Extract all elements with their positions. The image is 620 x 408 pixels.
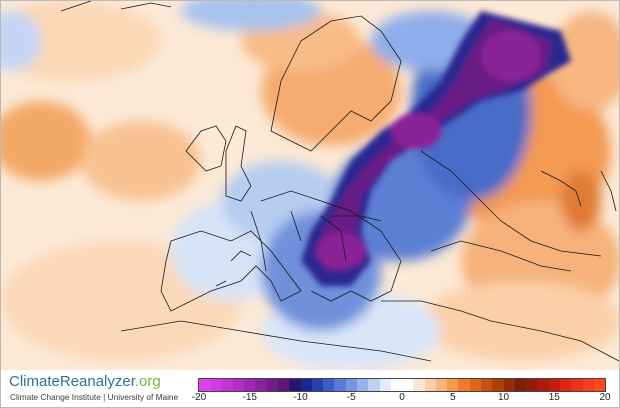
colorbar-tick-label: -20 bbox=[191, 392, 207, 403]
colorbar-tick-label: 0 bbox=[399, 392, 405, 403]
colorbar-swatch bbox=[582, 379, 594, 391]
colorbar bbox=[198, 378, 606, 392]
colorbar-swatch bbox=[424, 379, 436, 391]
colorbar-swatch bbox=[413, 379, 425, 391]
colorbar-swatch bbox=[368, 379, 380, 391]
colorbar-tick-label: 15 bbox=[548, 392, 560, 403]
colorbar-tick-label: -5 bbox=[346, 392, 356, 403]
logo-name: ClimateReanalyzer bbox=[9, 373, 135, 390]
colorbar-swatch bbox=[379, 379, 391, 391]
colorbar-swatch bbox=[458, 379, 470, 391]
logo-title: ClimateReanalyzer.org bbox=[9, 373, 161, 390]
colorbar-swatch bbox=[402, 379, 414, 391]
colorbar-swatch bbox=[526, 379, 538, 391]
colorbar-swatch bbox=[481, 379, 493, 391]
cold-core bbox=[301, 11, 571, 286]
logo-domain: .org bbox=[134, 373, 161, 390]
colorbar-swatch bbox=[210, 379, 222, 391]
logo-subtitle: Climate Change Institute | University of… bbox=[10, 392, 179, 402]
colorbar-tick-label: 5 bbox=[449, 392, 456, 403]
map-footer: ClimateReanalyzer.org Climate Change Ins… bbox=[1, 370, 619, 407]
colorbar-swatch bbox=[503, 379, 515, 391]
colorbar-swatch bbox=[255, 379, 267, 391]
colorbar-swatch bbox=[244, 379, 256, 391]
colorbar-tick-label: -15 bbox=[242, 392, 257, 403]
colorbar-swatch bbox=[232, 379, 245, 391]
colorbar-swatch bbox=[323, 379, 335, 391]
climate-reanalyzer-logo[interactable]: ClimateReanalyzer.org Climate Change Ins… bbox=[9, 373, 189, 405]
colorbar-swatch bbox=[311, 379, 324, 391]
coastlines bbox=[60, 1, 619, 362]
colorbar-tick-label: -10 bbox=[293, 392, 308, 403]
colorbar-swatch bbox=[345, 379, 357, 391]
colorbar-swatch bbox=[300, 379, 312, 391]
colorbar-swatch bbox=[266, 379, 278, 391]
colorbar-swatch bbox=[390, 379, 403, 391]
colorbar-swatch bbox=[537, 379, 549, 391]
colorbar-swatch bbox=[548, 379, 560, 391]
colorbar-swatch bbox=[492, 379, 504, 391]
colorbar-swatch bbox=[514, 379, 527, 391]
colorbar-swatch bbox=[334, 379, 346, 391]
colorbar-swatch bbox=[447, 379, 459, 391]
colorbar-tick-label: 10 bbox=[497, 392, 510, 403]
colorbar-swatch bbox=[356, 379, 369, 391]
colorbar-swatch bbox=[277, 379, 290, 391]
colorbar-tick-label: 20 bbox=[599, 392, 611, 403]
colorbar-swatch bbox=[221, 379, 233, 391]
colorbar-swatch bbox=[593, 379, 606, 391]
colorbar-swatch bbox=[469, 379, 482, 391]
colorbar-swatch bbox=[199, 379, 211, 391]
colorbar-swatch bbox=[571, 379, 583, 391]
colorbar-swatch bbox=[289, 379, 301, 391]
colorbar-swatch bbox=[560, 379, 572, 391]
colorbar-swatch bbox=[435, 379, 448, 391]
